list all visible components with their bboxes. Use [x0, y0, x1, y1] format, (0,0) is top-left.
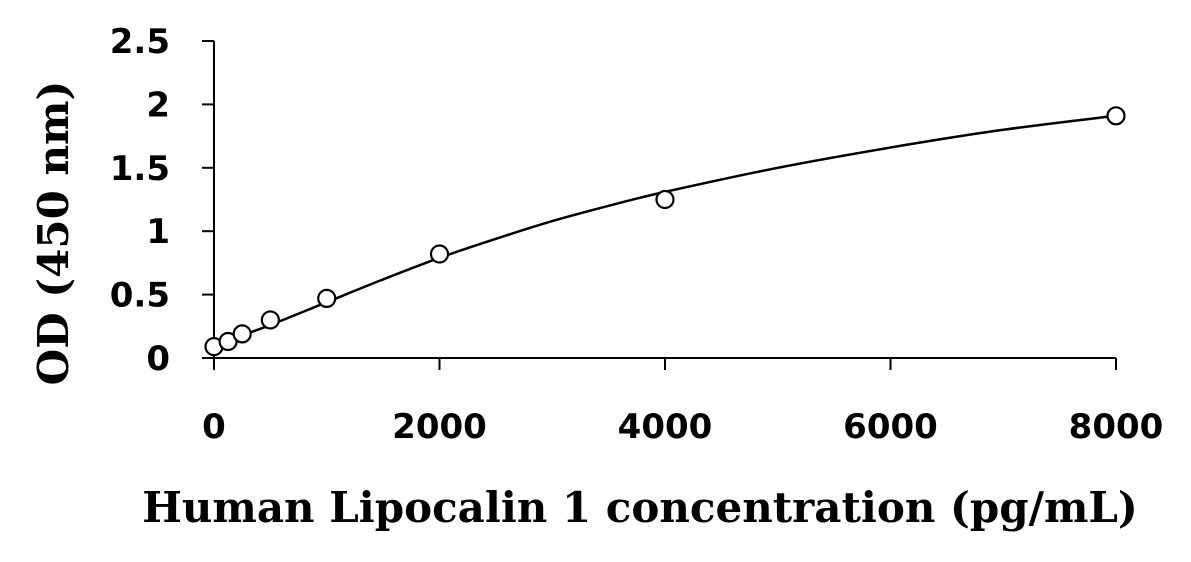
data-point: [1106, 106, 1126, 126]
x-tick-label: 8000: [1069, 407, 1164, 447]
data-point: [260, 310, 280, 330]
y-tick-label: 2.5: [110, 22, 170, 62]
data-points-layer: [204, 106, 1126, 357]
data-point: [232, 324, 252, 344]
x-tick-label: 0: [202, 407, 226, 447]
data-point: [317, 288, 337, 309]
y-tick-label: 1: [146, 212, 170, 252]
fit-curve-layer: [213, 114, 1117, 348]
x-tick-label: 6000: [843, 407, 938, 447]
x-axis-title: Human Lipocalin 1 concentration (pg/mL): [142, 483, 1138, 532]
y-tick-label: 0: [146, 339, 170, 379]
fit-curve: [213, 114, 1117, 348]
y-tick-label: 1.5: [110, 149, 170, 189]
data-point: [655, 189, 675, 210]
x-tick-label: 4000: [618, 407, 713, 447]
x-axis: 0 2000 4000 6000 8000: [202, 357, 1164, 447]
x-tick-label: 2000: [392, 407, 487, 447]
y-axis: 0 0.5 1 1.5 2 2.5: [110, 22, 215, 379]
y-tick-label: 0.5: [110, 276, 170, 316]
data-point: [429, 244, 450, 264]
y-axis-title: OD (450 nm): [29, 81, 78, 386]
y-tick-label: 2: [146, 85, 170, 125]
